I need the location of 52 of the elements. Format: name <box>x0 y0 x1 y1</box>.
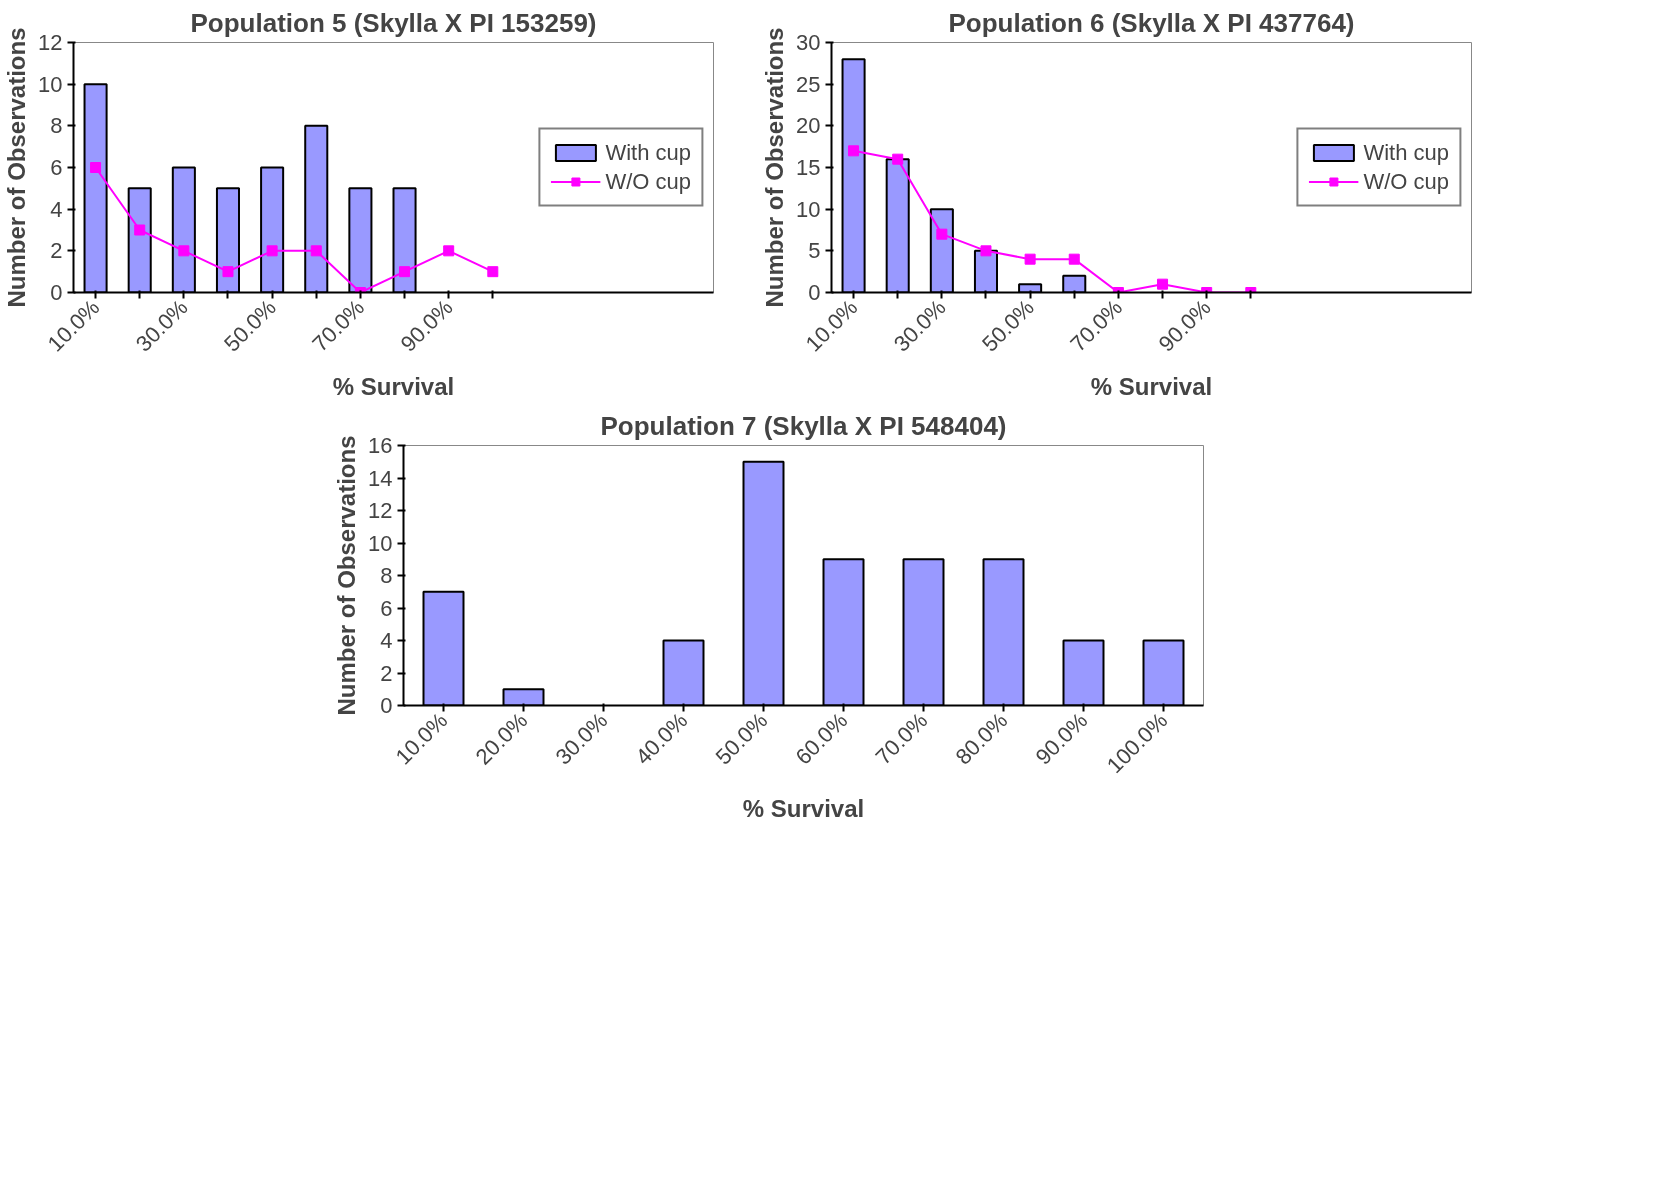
legend-label: With cup <box>1363 139 1449 166</box>
y-tick-label: 0 <box>50 280 63 305</box>
y-tick-label: 6 <box>50 155 63 180</box>
point <box>980 245 992 257</box>
point <box>848 145 860 157</box>
y-tick-label: 10 <box>796 196 821 222</box>
legend-label: With cup <box>605 139 691 166</box>
chart-title: Population 7 (Skylla X PI 548404) <box>600 410 1007 441</box>
y-tick-label: 0 <box>380 693 393 718</box>
y-tick-label: 25 <box>796 71 821 97</box>
point <box>892 153 904 165</box>
y-tick-label: 15 <box>796 155 821 180</box>
y-axis-title: Number of Observations <box>761 27 789 308</box>
y-tick-label: 4 <box>380 628 393 653</box>
chart-title: Population 6 (Skylla X PI 437764) <box>948 7 1355 38</box>
point <box>1068 253 1080 265</box>
y-tick-label: 10 <box>38 71 63 97</box>
x-axis-title: % Survival <box>1090 373 1213 401</box>
x-axis-title: % Survival <box>332 373 455 401</box>
y-tick-label: 30 <box>796 30 821 55</box>
point <box>936 228 948 240</box>
point <box>1024 253 1036 265</box>
point <box>310 245 322 257</box>
y-tick-label: 8 <box>50 113 63 139</box>
y-tick-label: 10 <box>368 530 393 556</box>
y-axis-title: Number of Observations <box>3 27 31 308</box>
y-tick-label: 2 <box>380 660 393 686</box>
point <box>178 245 190 257</box>
y-tick-label: 20 <box>796 113 821 139</box>
point <box>222 266 234 278</box>
point <box>443 245 455 257</box>
point <box>487 266 499 278</box>
point <box>1157 278 1169 290</box>
point <box>90 162 102 173</box>
legend-label: W/O cup <box>1363 168 1449 195</box>
y-tick-label: 14 <box>368 465 393 491</box>
y-tick-label: 8 <box>380 563 393 588</box>
x-axis-title: % Survival <box>742 794 865 822</box>
y-tick-label: 4 <box>50 196 63 222</box>
y-axis-title: Number of Observations <box>333 435 361 716</box>
y-tick-label: 6 <box>380 595 393 621</box>
chart-title: Population 5 (Skylla X PI 153259) <box>190 7 597 38</box>
legend-label: W/O cup <box>605 168 691 195</box>
point <box>266 245 278 257</box>
point <box>399 266 411 278</box>
y-tick-label: 12 <box>368 498 393 523</box>
point <box>134 224 146 236</box>
y-tick-label: 16 <box>368 433 393 458</box>
y-tick-label: 5 <box>808 238 821 264</box>
y-tick-label: 2 <box>50 238 63 264</box>
y-tick-label: 12 <box>38 30 63 55</box>
y-tick-label: 0 <box>808 280 821 305</box>
